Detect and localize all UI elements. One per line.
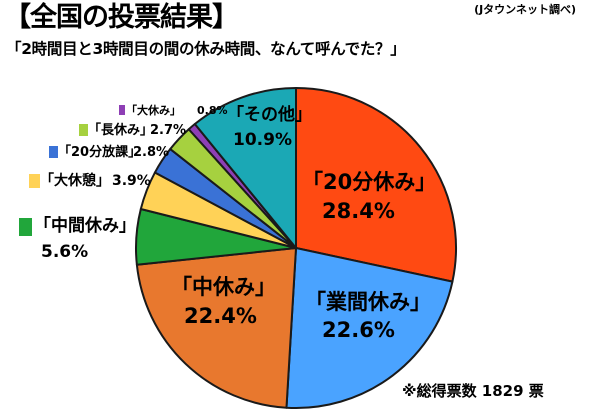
slice-label-sonota: 「その他」: [227, 105, 312, 125]
slice-label-chukan-yasumi: 「中間休み」: [34, 216, 136, 236]
legend-swatch-chukan-yasumi: [19, 218, 32, 236]
pie-slice-sonota: [193, 87, 297, 249]
slice-label-dai-kyukei: 「大休憩」: [40, 173, 110, 189]
pie-slice-naka-yasumi: [135, 247, 297, 409]
legend-swatch-20fun-houka: [49, 146, 58, 158]
slice-label-naga-yasumi: 「長休み」: [88, 123, 154, 138]
slice-value-naka-yasumi: 22.4%: [184, 304, 257, 328]
slice-value-naga-yasumi: 2.7%: [150, 123, 187, 138]
legend-swatch-dai-kyukei: [29, 174, 40, 188]
slice-value-chukan-yasumi: 5.6%: [41, 242, 89, 262]
slice-value-dai-kyukei: 3.9%: [112, 173, 151, 189]
page-title: 【全国の投票結果】: [4, 2, 239, 33]
legend-swatch-naga-yasumi: [79, 124, 88, 136]
slice-value-gyokan-yasumi: 22.6%: [322, 318, 395, 342]
pie-slice-gyokan-yasumi: [285, 247, 454, 410]
source-note: (Jタウンネット調べ): [474, 3, 576, 16]
slice-value-sonota: 10.9%: [233, 130, 292, 150]
slice-label-20fun-houka: 「20分放課」: [58, 145, 142, 160]
slice-label-dai-yasumi: 「大休み」: [126, 104, 181, 117]
chart-question: 「2時間目と3時間目の間の休み時間、なんて呼んでた？」: [6, 40, 406, 58]
pie-slice-20fun-yasumi: [295, 87, 457, 283]
total-votes-note: ※総得票数 1829 票: [402, 382, 544, 400]
slice-label-naka-yasumi: 「中休み」: [171, 275, 276, 299]
slice-value-dai-yasumi: 0.8%: [197, 104, 228, 117]
legend-swatch-dai-yasumi: [119, 105, 125, 115]
slice-label-gyokan-yasumi: 「業間休み」: [305, 290, 431, 314]
slice-value-20fun-yasumi: 28.4%: [322, 199, 395, 223]
slice-value-20fun-houka: 2.8%: [133, 145, 170, 160]
slice-label-20fun-yasumi: 「20分休み」: [302, 170, 437, 194]
